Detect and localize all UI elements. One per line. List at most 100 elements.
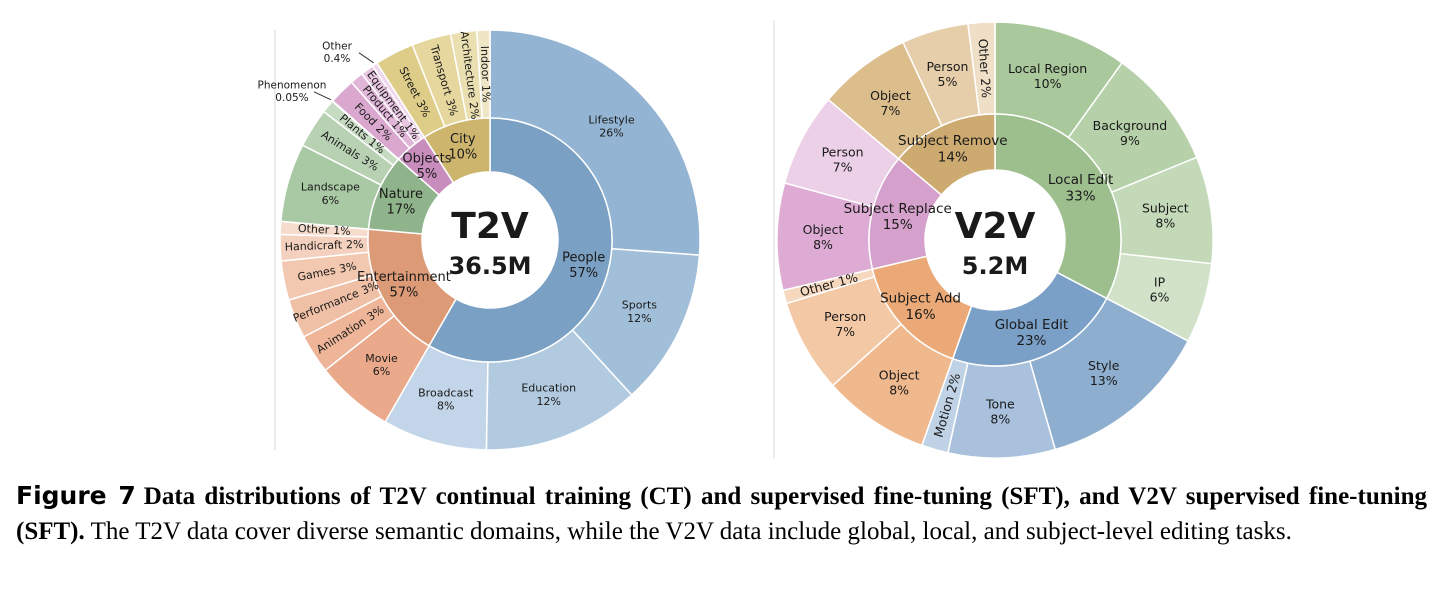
segment-name: Objects bbox=[402, 151, 451, 166]
inner-segment bbox=[423, 117, 491, 184]
caption: Figure 7 Data distributions of T2V contin… bbox=[16, 478, 1427, 549]
segment-value: 7% bbox=[833, 159, 853, 174]
segment-label: Sports 12% bbox=[622, 299, 658, 325]
segment-label: Indoor 1% bbox=[478, 46, 493, 103]
segment-name: Other bbox=[322, 40, 352, 52]
inner-segment bbox=[428, 117, 613, 363]
segment-label: Object 8% bbox=[879, 367, 920, 397]
segment-value: 13% bbox=[1090, 372, 1118, 387]
segment-name: Movie bbox=[365, 352, 398, 365]
segment-name: City bbox=[450, 132, 476, 147]
segment-label: Subject 8% bbox=[1142, 200, 1189, 230]
segment-name: Subject Add bbox=[880, 291, 961, 307]
segment-label: Person 7% bbox=[824, 308, 866, 338]
segment-label: Other 0.4% bbox=[322, 40, 352, 65]
segment-value: 5% bbox=[417, 167, 438, 182]
segment-name: Other bbox=[976, 38, 993, 75]
segment-value: 2% bbox=[467, 101, 482, 120]
segment-label: Broadcast 8% bbox=[418, 386, 474, 412]
segment-value: 2% bbox=[978, 78, 994, 99]
segment-name: Object bbox=[803, 221, 844, 236]
segment-value: 3% bbox=[443, 97, 460, 117]
segment-value: 8% bbox=[437, 400, 454, 413]
segment-label: Subject Replace 15% bbox=[844, 201, 952, 233]
segment-name: Landscape bbox=[301, 181, 360, 194]
segment-label: Local Edit 33% bbox=[1048, 172, 1113, 204]
segment-value: 6% bbox=[1150, 289, 1170, 304]
segment-name: Tone bbox=[985, 396, 1015, 411]
segment-value: 1% bbox=[479, 85, 493, 103]
segment-value: 8% bbox=[990, 411, 1010, 426]
charts: Lifestyle 26%Sports 12%Education 12%Broadca… bbox=[258, 20, 1214, 459]
segment-label: Lifestyle 26% bbox=[588, 113, 634, 139]
segment-value: 10% bbox=[1034, 75, 1062, 90]
caption-text: The T2V data cover diverse semantic doma… bbox=[90, 518, 1292, 545]
segment-name: Object bbox=[870, 87, 911, 102]
segment-value: 12% bbox=[537, 395, 561, 408]
segment-name: Phenomenon bbox=[258, 80, 327, 92]
segment-label: Tone 8% bbox=[985, 396, 1015, 426]
segment-value: 14% bbox=[938, 149, 968, 165]
segment-label: Background 9% bbox=[1093, 117, 1168, 147]
segment-value: 1% bbox=[836, 269, 859, 289]
segment-label: Person 7% bbox=[822, 144, 864, 174]
segment-value: 8% bbox=[889, 382, 909, 397]
segment-value: 26% bbox=[599, 127, 623, 140]
inner-segment bbox=[994, 113, 1122, 300]
segment-label: Handicraft 2% bbox=[284, 238, 363, 254]
segment-name: Sports bbox=[622, 299, 658, 312]
segment-label: Subject Remove 14% bbox=[898, 133, 1008, 165]
center-subtitle: 36.5M bbox=[448, 252, 531, 280]
segment-label: Object 8% bbox=[803, 221, 844, 251]
inner-segment bbox=[897, 113, 996, 196]
segment-value: 16% bbox=[906, 307, 936, 323]
segment-name: Person bbox=[824, 308, 866, 323]
segment-label: Phenomenon 0.05% bbox=[258, 80, 327, 105]
segment-value: 7% bbox=[881, 102, 901, 117]
segment-label: Local Region 10% bbox=[1008, 60, 1087, 90]
segment-name: Broadcast bbox=[418, 386, 474, 399]
caption-title: Data distributions of T2V continual trai… bbox=[16, 483, 1427, 545]
segment-value: 9% bbox=[1120, 132, 1140, 147]
segment-value: 15% bbox=[883, 217, 913, 233]
segment-value: 0.05% bbox=[275, 92, 308, 104]
segment-name: Lifestyle bbox=[588, 113, 634, 126]
segment-label: City 10% bbox=[448, 132, 477, 163]
segment-name: Style bbox=[1088, 357, 1120, 372]
leader-line bbox=[358, 52, 374, 64]
segment-label: Person 5% bbox=[926, 59, 968, 89]
segment-name: Local Edit bbox=[1048, 172, 1113, 188]
segment-value: 8% bbox=[1155, 215, 1175, 230]
center-title: T2V bbox=[451, 206, 529, 247]
leader-line bbox=[313, 91, 332, 101]
segment-value: 17% bbox=[386, 202, 415, 217]
caption-label: Figure 7 bbox=[16, 481, 136, 510]
segment-value: 6% bbox=[373, 365, 390, 378]
segment-label: Objects 5% bbox=[402, 151, 451, 182]
segment-label: Style 13% bbox=[1088, 357, 1120, 387]
segment-name: Global Edit bbox=[995, 317, 1069, 333]
segment-label: Subject Add 16% bbox=[880, 291, 961, 323]
segment-name: Education bbox=[521, 382, 576, 395]
segment-value: 3% bbox=[338, 259, 358, 275]
segment-label: Movie 6% bbox=[365, 352, 398, 378]
segment-value: 1% bbox=[333, 224, 351, 238]
segment-name: People bbox=[562, 250, 605, 265]
segment-value: 2% bbox=[346, 238, 364, 252]
segment-name: Other bbox=[298, 222, 330, 237]
segment-label: Entertainment 57% bbox=[357, 269, 451, 300]
segment-label: IP 6% bbox=[1150, 274, 1170, 304]
segment-name: Object bbox=[879, 367, 920, 382]
segment-name: Indoor bbox=[478, 46, 492, 82]
segment-name: Handicraft bbox=[284, 238, 342, 253]
center-title: V2V bbox=[955, 206, 1036, 247]
segment-value: 33% bbox=[1066, 188, 1096, 204]
segment-name: Entertainment bbox=[357, 269, 451, 284]
segment-name: Nature bbox=[379, 186, 423, 201]
segment-label: People 57% bbox=[562, 250, 605, 281]
segment-name: Local Region bbox=[1008, 60, 1087, 75]
segment-name: Person bbox=[926, 59, 968, 74]
segment-value: 12% bbox=[627, 312, 651, 325]
